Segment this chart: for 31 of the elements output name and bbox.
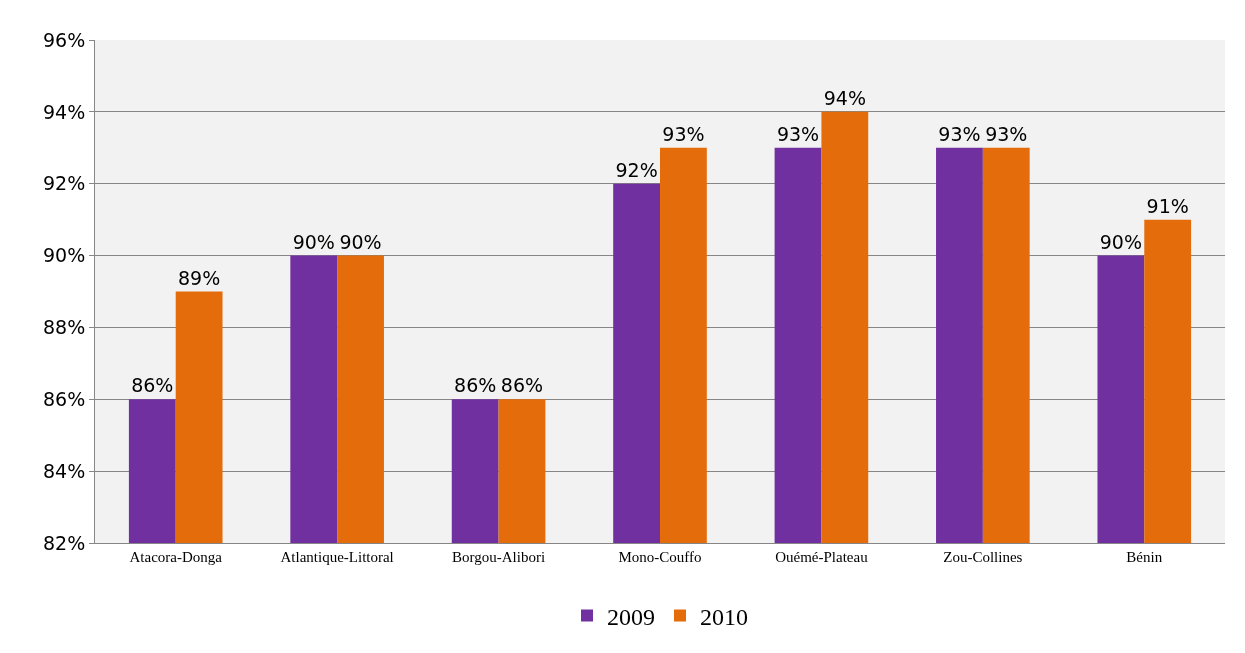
data-label: 86%: [500, 374, 544, 397]
data-label: 94%: [823, 86, 866, 109]
data-label: 91%: [1146, 194, 1189, 217]
data-label: 90%: [292, 230, 335, 253]
x-tick-label: Atacora-Donga: [129, 549, 223, 565]
y-tick-label: 88%: [42, 316, 86, 339]
x-tick-label: Ouémé-Plateau: [775, 549, 869, 565]
data-label: 93%: [985, 122, 1028, 145]
data-label: 93%: [938, 122, 981, 145]
y-tick-label: 84%: [42, 459, 86, 482]
data-label: 90%: [339, 230, 382, 253]
y-tick-label: 86%: [42, 387, 86, 410]
x-tick-label: Mono-Couffo: [618, 549, 702, 565]
data-label: 86%: [454, 374, 497, 397]
data-label: 93%: [662, 122, 705, 145]
legend-label: 2009: [607, 603, 655, 630]
data-label: 86%: [131, 374, 174, 397]
data-label: 89%: [178, 266, 221, 289]
data-label: 93%: [776, 122, 820, 145]
y-tick-label: 82%: [42, 531, 86, 554]
data-label: 90%: [1099, 230, 1142, 253]
y-tick-label: 92%: [42, 172, 86, 195]
y-tick-label: 90%: [42, 244, 86, 267]
x-tick-label: Atlantique-Littoral: [280, 549, 394, 565]
data-label: 92%: [615, 158, 658, 181]
y-tick-label: 96%: [42, 28, 86, 51]
x-tick-label: Zou-Collines: [943, 549, 1023, 565]
legend-label: 2010: [700, 603, 748, 630]
x-tick-label: Bénin: [1126, 549, 1163, 565]
y-tick-label: 94%: [42, 100, 86, 123]
x-tick-label: Borgou-Alibori: [452, 549, 546, 565]
